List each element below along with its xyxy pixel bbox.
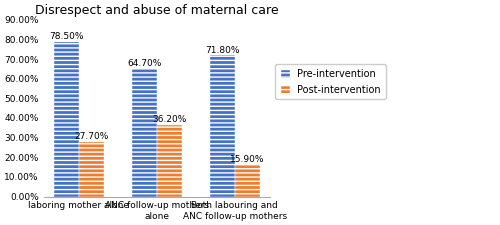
- Bar: [157, 126, 182, 197]
- Text: 27.70%: 27.70%: [74, 132, 108, 141]
- Bar: [132, 70, 157, 197]
- Title: Disrespect and abuse of maternal care: Disrespect and abuse of maternal care: [35, 4, 278, 17]
- Legend: Pre-intervention, Post-intervention: Pre-intervention, Post-intervention: [275, 64, 386, 99]
- Text: 78.50%: 78.50%: [49, 32, 84, 41]
- Bar: [235, 165, 260, 197]
- Bar: [79, 142, 104, 197]
- Bar: [210, 56, 235, 197]
- Text: 64.70%: 64.70%: [127, 59, 162, 68]
- Bar: [54, 42, 79, 197]
- Text: 36.20%: 36.20%: [152, 115, 186, 124]
- Text: 15.90%: 15.90%: [230, 155, 264, 164]
- Text: 71.80%: 71.80%: [205, 45, 240, 54]
